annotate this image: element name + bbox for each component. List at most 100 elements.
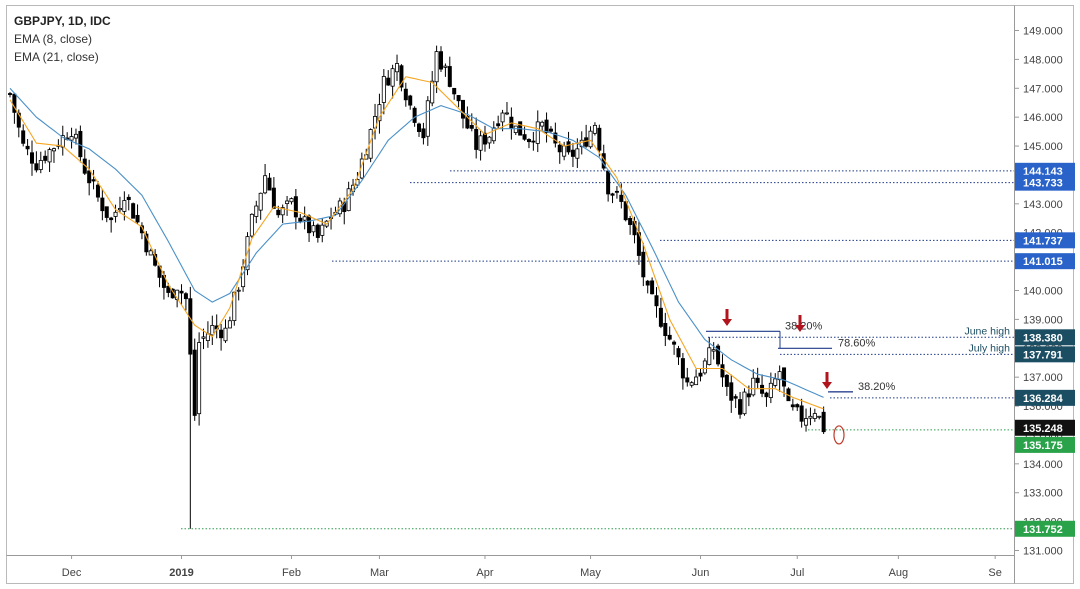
candle[interactable] — [773, 373, 778, 388]
price-tag[interactable]: 141.015 — [1015, 253, 1075, 270]
candle[interactable] — [100, 189, 105, 221]
candle[interactable] — [760, 374, 765, 398]
candle[interactable] — [179, 284, 184, 305]
candle[interactable] — [711, 342, 716, 360]
ema-slow-label[interactable]: EMA (21, close) — [14, 50, 99, 64]
candle[interactable] — [817, 415, 822, 420]
candle[interactable] — [188, 286, 193, 529]
candle[interactable] — [73, 128, 78, 145]
candle[interactable] — [373, 103, 378, 140]
candle[interactable] — [755, 367, 760, 388]
candle[interactable] — [663, 312, 668, 347]
candle[interactable] — [315, 223, 320, 243]
ema-fast-label[interactable]: EMA (8, close) — [14, 32, 93, 46]
candle[interactable] — [685, 367, 690, 387]
candle[interactable] — [408, 94, 413, 110]
candle[interactable] — [504, 101, 509, 116]
candle[interactable] — [263, 164, 268, 195]
candle[interactable] — [47, 147, 52, 172]
candle[interactable] — [271, 177, 276, 209]
candle[interactable] — [117, 196, 122, 214]
candle[interactable] — [790, 398, 795, 411]
candle[interactable] — [285, 196, 290, 216]
candle[interactable] — [131, 202, 136, 219]
candle[interactable] — [460, 99, 465, 129]
candle[interactable] — [764, 391, 769, 407]
candle[interactable] — [12, 93, 17, 124]
candle[interactable] — [293, 188, 298, 230]
candle[interactable] — [399, 64, 404, 92]
price-tag[interactable]: 138.380 — [1015, 329, 1075, 346]
price-tag[interactable]: 141.737 — [1015, 232, 1075, 249]
candle[interactable] — [381, 69, 386, 115]
candle[interactable] — [69, 127, 74, 149]
candle[interactable] — [698, 368, 703, 382]
candle[interactable] — [249, 213, 254, 239]
candle[interactable] — [342, 197, 347, 225]
candle[interactable] — [227, 316, 232, 329]
candle[interactable] — [104, 206, 109, 223]
candle[interactable] — [386, 70, 391, 86]
candle[interactable] — [623, 200, 628, 222]
candle[interactable] — [109, 216, 114, 233]
price-tag[interactable]: 135.175 — [1015, 436, 1075, 453]
price-tag[interactable]: 143.733 — [1015, 174, 1075, 191]
candle[interactable] — [738, 391, 743, 419]
candle[interactable] — [513, 125, 518, 135]
candle[interactable] — [417, 122, 422, 137]
candle[interactable] — [566, 131, 571, 155]
candle[interactable] — [82, 149, 87, 175]
candle[interactable] — [795, 403, 800, 412]
candle[interactable] — [650, 277, 655, 295]
candle[interactable] — [219, 324, 224, 351]
candle[interactable] — [91, 169, 96, 190]
candle[interactable] — [34, 151, 39, 173]
candle[interactable] — [223, 319, 228, 343]
candle[interactable] — [236, 287, 241, 301]
candle[interactable] — [628, 215, 633, 235]
price-tag[interactable]: 131.752 — [1015, 520, 1075, 537]
candle[interactable] — [804, 408, 809, 432]
candle[interactable] — [60, 125, 65, 156]
candle[interactable] — [526, 138, 531, 149]
candle[interactable] — [430, 71, 435, 107]
candle[interactable] — [377, 93, 382, 134]
candle[interactable] — [267, 173, 272, 191]
candle[interactable] — [368, 128, 373, 163]
candle[interactable] — [456, 95, 461, 108]
candle[interactable] — [496, 115, 501, 129]
candle[interactable] — [733, 394, 738, 408]
candle[interactable] — [716, 343, 721, 367]
candle[interactable] — [588, 126, 593, 149]
candle[interactable] — [535, 110, 540, 153]
candle[interactable] — [25, 139, 30, 156]
candle[interactable] — [487, 135, 492, 149]
candle[interactable] — [302, 206, 307, 230]
candle[interactable] — [597, 124, 602, 157]
candle[interactable] — [7, 92, 12, 98]
candle[interactable] — [799, 398, 804, 428]
candle[interactable] — [610, 192, 615, 204]
candle[interactable] — [390, 64, 395, 99]
candle[interactable] — [694, 369, 699, 386]
candle[interactable] — [482, 125, 487, 152]
candle[interactable] — [751, 369, 756, 397]
candle[interactable] — [570, 142, 575, 168]
candle[interactable] — [676, 345, 681, 365]
candle[interactable] — [425, 96, 430, 146]
candle[interactable] — [729, 374, 734, 413]
candle[interactable] — [183, 292, 188, 311]
candle[interactable] — [443, 63, 448, 77]
candle[interactable] — [812, 408, 817, 422]
candle[interactable] — [707, 337, 712, 366]
candle[interactable] — [113, 204, 118, 223]
candle[interactable] — [43, 150, 48, 164]
candle[interactable] — [289, 197, 294, 205]
candle[interactable] — [232, 291, 237, 326]
candle[interactable] — [724, 374, 729, 396]
candle[interactable] — [311, 221, 316, 237]
candle[interactable] — [421, 122, 426, 145]
candle[interactable] — [210, 315, 215, 346]
candle[interactable] — [135, 204, 140, 224]
